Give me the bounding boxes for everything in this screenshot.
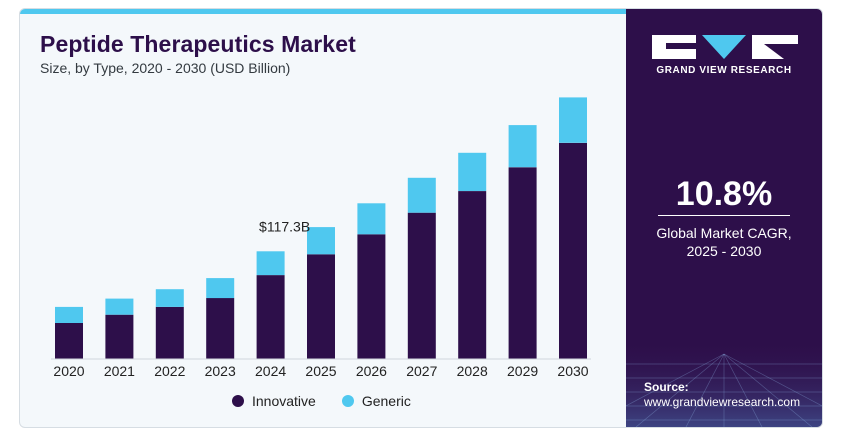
bar-chart: 2020 2021 2022 2023 2024 2025 2026 2027 2028 2029… bbox=[51, 97, 591, 379]
bar-generic-2026 bbox=[357, 203, 386, 235]
bar-generic-2022 bbox=[155, 289, 184, 307]
chart-legend: Innovative Generic bbox=[232, 393, 437, 409]
bar-generic-2021 bbox=[105, 298, 134, 315]
bar-innovative-2027 bbox=[407, 212, 436, 359]
chart-title: Peptide Therapeutics Market bbox=[40, 31, 356, 57]
legend-swatch-generic bbox=[341, 395, 354, 407]
x-tick-label: 2022 bbox=[154, 363, 185, 379]
x-tick-label: 2020 bbox=[53, 363, 84, 379]
x-tick-label: 2027 bbox=[406, 363, 437, 379]
bar-generic-2024 bbox=[256, 251, 285, 276]
cagr-label-line-2: 2025 - 2030 bbox=[686, 243, 762, 259]
bar-innovative-2026 bbox=[357, 234, 386, 359]
x-tick-label: 2025 bbox=[305, 363, 336, 379]
chart-subtitle: Size, by Type, 2020 - 2030 (USD Billion) bbox=[40, 60, 291, 76]
sidebar-panel: GRAND VIEW RESEARCH 10.8% Global Market … bbox=[626, 9, 822, 427]
legend-item-generic: Generic bbox=[341, 393, 411, 409]
bar-innovative-2024 bbox=[256, 275, 285, 359]
data-label-2024: $117.3B bbox=[259, 218, 310, 234]
bar-generic-2025 bbox=[307, 227, 335, 255]
x-tick-label: 2021 bbox=[104, 363, 135, 379]
cagr-label: Global Market CAGR, 2025 - 2030 bbox=[626, 224, 822, 260]
source-url: www.grandviewresearch.com bbox=[644, 395, 801, 409]
bar-innovative-2021 bbox=[105, 314, 134, 359]
bar-generic-2023 bbox=[206, 278, 235, 299]
chart-card: Peptide Therapeutics Market Size, by Typ… bbox=[19, 8, 823, 428]
bar-innovative-2029 bbox=[508, 167, 537, 359]
cagr-divider bbox=[658, 215, 790, 216]
bar-innovative-2030 bbox=[559, 142, 587, 359]
bar-innovative-2020 bbox=[55, 323, 83, 359]
source-label: Source: bbox=[644, 380, 689, 394]
bar-innovative-2023 bbox=[206, 298, 235, 359]
legend-label-generic: Generic bbox=[361, 393, 411, 409]
accent-bar bbox=[20, 9, 626, 14]
bar-innovative-2025 bbox=[307, 254, 335, 359]
legend-item-innovative: Innovative bbox=[232, 393, 316, 409]
x-tick-label: 2023 bbox=[205, 363, 236, 379]
x-tick-label: 2028 bbox=[457, 363, 488, 379]
decorative-grid-graphic bbox=[626, 344, 822, 427]
brand-name: GRAND VIEW RESEARCH bbox=[656, 65, 792, 76]
legend-swatch-innovative bbox=[232, 395, 244, 407]
bar-generic-2028 bbox=[458, 152, 487, 191]
x-tick-label: 2029 bbox=[507, 363, 538, 379]
bar-innovative-2022 bbox=[155, 306, 184, 359]
bar-innovative-2028 bbox=[458, 191, 487, 359]
bar-generic-2020 bbox=[55, 306, 83, 323]
bar-generic-2029 bbox=[508, 125, 537, 168]
cagr-label-line-1: Global Market CAGR, bbox=[656, 225, 792, 241]
grand-view-research-logo bbox=[652, 35, 798, 59]
legend-label-innovative: Innovative bbox=[252, 393, 316, 409]
x-tick-label: 2026 bbox=[356, 363, 387, 379]
cagr-value: 10.8% bbox=[675, 175, 773, 213]
bar-generic-2027 bbox=[407, 177, 436, 213]
x-tick-label: 2030 bbox=[557, 363, 588, 379]
bar-generic-2030 bbox=[559, 97, 587, 143]
x-tick-label: 2024 bbox=[255, 363, 286, 379]
